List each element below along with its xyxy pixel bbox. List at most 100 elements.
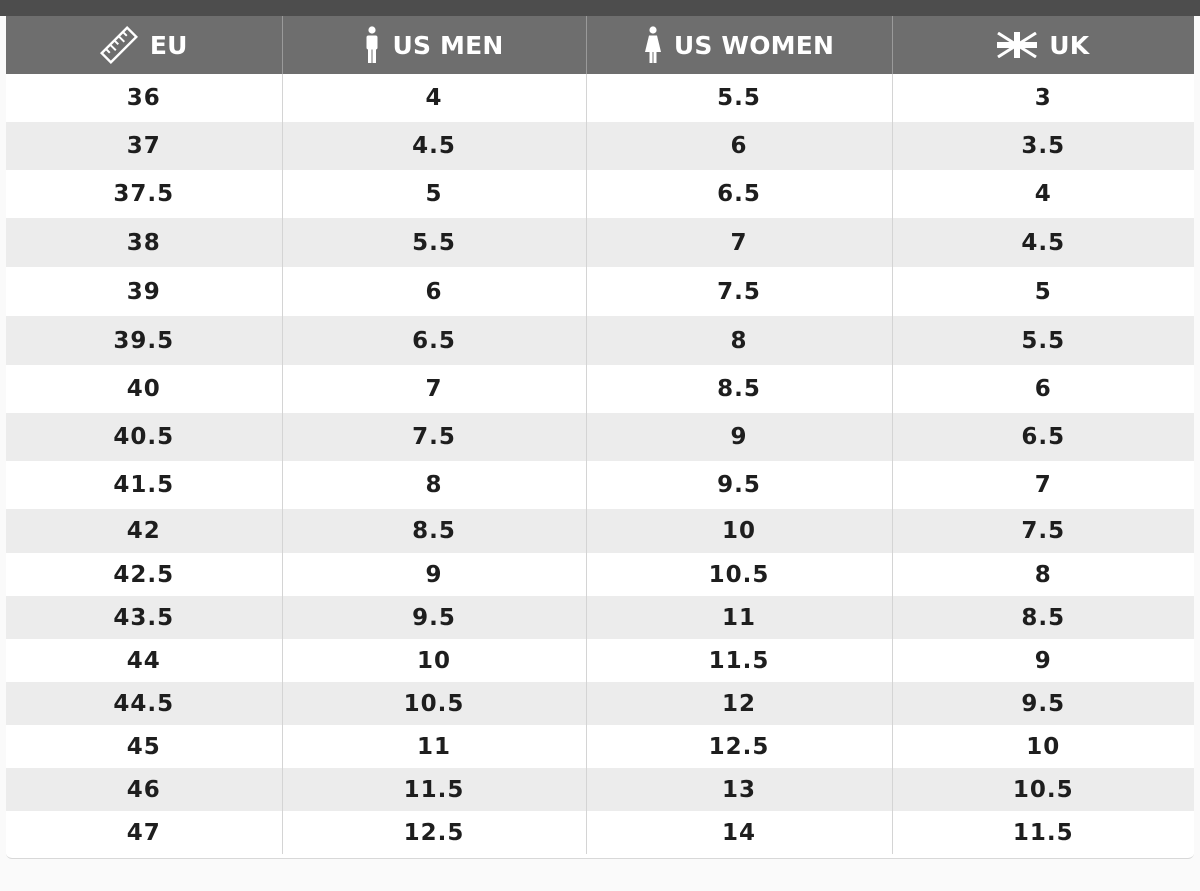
cell-uk: 11.5 bbox=[891, 811, 1194, 854]
size-table: EU US MEN bbox=[6, 16, 1194, 854]
table-row: 45 11 12.5 10 bbox=[6, 725, 1194, 768]
cell-uk: 6 bbox=[891, 365, 1194, 413]
cell-uk: 4 bbox=[891, 170, 1194, 218]
cell-us-men: 5 bbox=[281, 170, 586, 218]
size-chart: EU US MEN bbox=[6, 16, 1194, 859]
cell-us-women: 8 bbox=[585, 316, 892, 365]
cell-us-men: 11.5 bbox=[281, 768, 586, 811]
size-rows: 36 4 5.5 3 37 4.5 6 3.5 37.5 5 6.5 4 38 5.5 7 4.5 39 6 7.5… bbox=[6, 74, 1194, 854]
header-us-women: US WOMEN bbox=[585, 16, 892, 74]
cell-us-men: 4.5 bbox=[281, 122, 586, 170]
table-row: 42 8.5 10 7.5 bbox=[6, 509, 1194, 553]
cell-uk: 3.5 bbox=[891, 122, 1194, 170]
cell-us-women: 5.5 bbox=[585, 74, 892, 122]
header-eu: EU bbox=[6, 16, 282, 74]
table-row: 39 6 7.5 5 bbox=[6, 267, 1194, 316]
table-row: 42.5 9 10.5 8 bbox=[6, 553, 1194, 596]
cell-us-women: 10.5 bbox=[585, 553, 892, 596]
cell-eu: 42 bbox=[126, 518, 161, 544]
header-us-men: US MEN bbox=[281, 16, 586, 74]
cell-uk: 5 bbox=[891, 267, 1194, 316]
cell-uk: 5.5 bbox=[891, 316, 1194, 365]
cell-eu: 43.5 bbox=[113, 604, 175, 631]
cell-uk: 7.5 bbox=[891, 509, 1194, 553]
cell-us-women: 7 bbox=[585, 218, 892, 267]
cell-us-women: 11 bbox=[585, 596, 892, 639]
cell-us-women: 10 bbox=[585, 509, 892, 553]
cell-eu: 42.5 bbox=[113, 561, 175, 588]
cell-eu: 41.5 bbox=[113, 472, 175, 498]
table-row: 38 5.5 7 4.5 bbox=[6, 218, 1194, 267]
cell-eu: 38 bbox=[126, 229, 161, 256]
cell-us-women: 12.5 bbox=[585, 725, 892, 768]
cell-eu: 44 bbox=[126, 647, 161, 674]
cell-us-men: 6.5 bbox=[281, 316, 586, 365]
table-row: 41.5 8 9.5 7 bbox=[6, 461, 1194, 509]
cell-us-women: 9 bbox=[585, 413, 892, 461]
cell-eu: 45 bbox=[126, 733, 161, 760]
cell-us-women: 8.5 bbox=[585, 365, 892, 413]
cell-uk: 6.5 bbox=[891, 413, 1194, 461]
cell-us-men: 11 bbox=[281, 725, 586, 768]
cell-uk: 9 bbox=[891, 639, 1194, 682]
cell-us-men: 8.5 bbox=[281, 509, 586, 553]
table-row: 47 12.5 14 11.5 bbox=[6, 811, 1194, 854]
table-row: 36 4 5.5 3 bbox=[6, 74, 1194, 122]
cell-uk: 9.5 bbox=[891, 682, 1194, 725]
header-us-women-label: US WOMEN bbox=[673, 30, 835, 60]
table-row: 44.5 10.5 12 9.5 bbox=[6, 682, 1194, 725]
cell-us-men: 6 bbox=[281, 267, 586, 316]
cell-us-women: 7.5 bbox=[585, 267, 892, 316]
cell-us-women: 6 bbox=[585, 122, 892, 170]
cell-eu: 37 bbox=[126, 133, 161, 159]
header-us-men-label: US MEN bbox=[392, 30, 504, 60]
uk-flag-icon bbox=[997, 32, 1038, 58]
cell-us-men: 9 bbox=[281, 553, 586, 596]
cell-eu: 37.5 bbox=[113, 181, 175, 207]
cell-us-women: 13 bbox=[585, 768, 892, 811]
man-icon bbox=[366, 26, 378, 63]
cell-eu: 39 bbox=[126, 278, 161, 305]
ruler-icon bbox=[99, 26, 138, 64]
header-row: EU US MEN bbox=[6, 16, 1194, 74]
cell-us-women: 9.5 bbox=[585, 461, 892, 509]
cell-us-men: 8 bbox=[281, 461, 586, 509]
cell-us-women: 12 bbox=[585, 682, 892, 725]
cell-uk: 10.5 bbox=[891, 768, 1194, 811]
table-row: 37 4.5 6 3.5 bbox=[6, 122, 1194, 170]
cell-eu: 36 bbox=[126, 85, 161, 111]
cell-us-women: 11.5 bbox=[585, 639, 892, 682]
cell-eu: 46 bbox=[126, 776, 161, 803]
table-row: 43.5 9.5 11 8.5 bbox=[6, 596, 1194, 639]
cell-uk: 10 bbox=[891, 725, 1194, 768]
cell-uk: 8 bbox=[891, 553, 1194, 596]
cell-eu: 39.5 bbox=[113, 327, 175, 354]
header-uk: UK bbox=[891, 16, 1194, 74]
table-row: 37.5 5 6.5 4 bbox=[6, 170, 1194, 218]
cell-eu: 40 bbox=[126, 376, 161, 402]
woman-icon bbox=[644, 26, 661, 63]
cell-uk: 7 bbox=[891, 461, 1194, 509]
header-eu-label: EU bbox=[149, 30, 188, 60]
cell-us-men: 4 bbox=[281, 74, 586, 122]
cell-us-men: 5.5 bbox=[281, 218, 586, 267]
cell-us-men: 12.5 bbox=[281, 811, 586, 854]
cell-us-women: 14 bbox=[585, 811, 892, 854]
cell-us-women: 6.5 bbox=[585, 170, 892, 218]
header-uk-label: UK bbox=[1049, 30, 1090, 60]
cell-uk: 8.5 bbox=[891, 596, 1194, 639]
cell-eu: 44.5 bbox=[113, 690, 175, 717]
cell-us-men: 9.5 bbox=[281, 596, 586, 639]
cell-uk: 4.5 bbox=[891, 218, 1194, 267]
table-row: 40.5 7.5 9 6.5 bbox=[6, 413, 1194, 461]
cell-us-men: 7.5 bbox=[281, 413, 586, 461]
cell-eu: 40.5 bbox=[113, 424, 175, 450]
cell-us-men: 10 bbox=[281, 639, 586, 682]
table-row: 46 11.5 13 10.5 bbox=[6, 768, 1194, 811]
table-row: 44 10 11.5 9 bbox=[6, 639, 1194, 682]
top-bar bbox=[0, 0, 1200, 16]
cell-eu: 47 bbox=[126, 819, 161, 846]
cell-uk: 3 bbox=[891, 74, 1194, 122]
table-row: 39.5 6.5 8 5.5 bbox=[6, 316, 1194, 365]
table-row: 40 7 8.5 6 bbox=[6, 365, 1194, 413]
